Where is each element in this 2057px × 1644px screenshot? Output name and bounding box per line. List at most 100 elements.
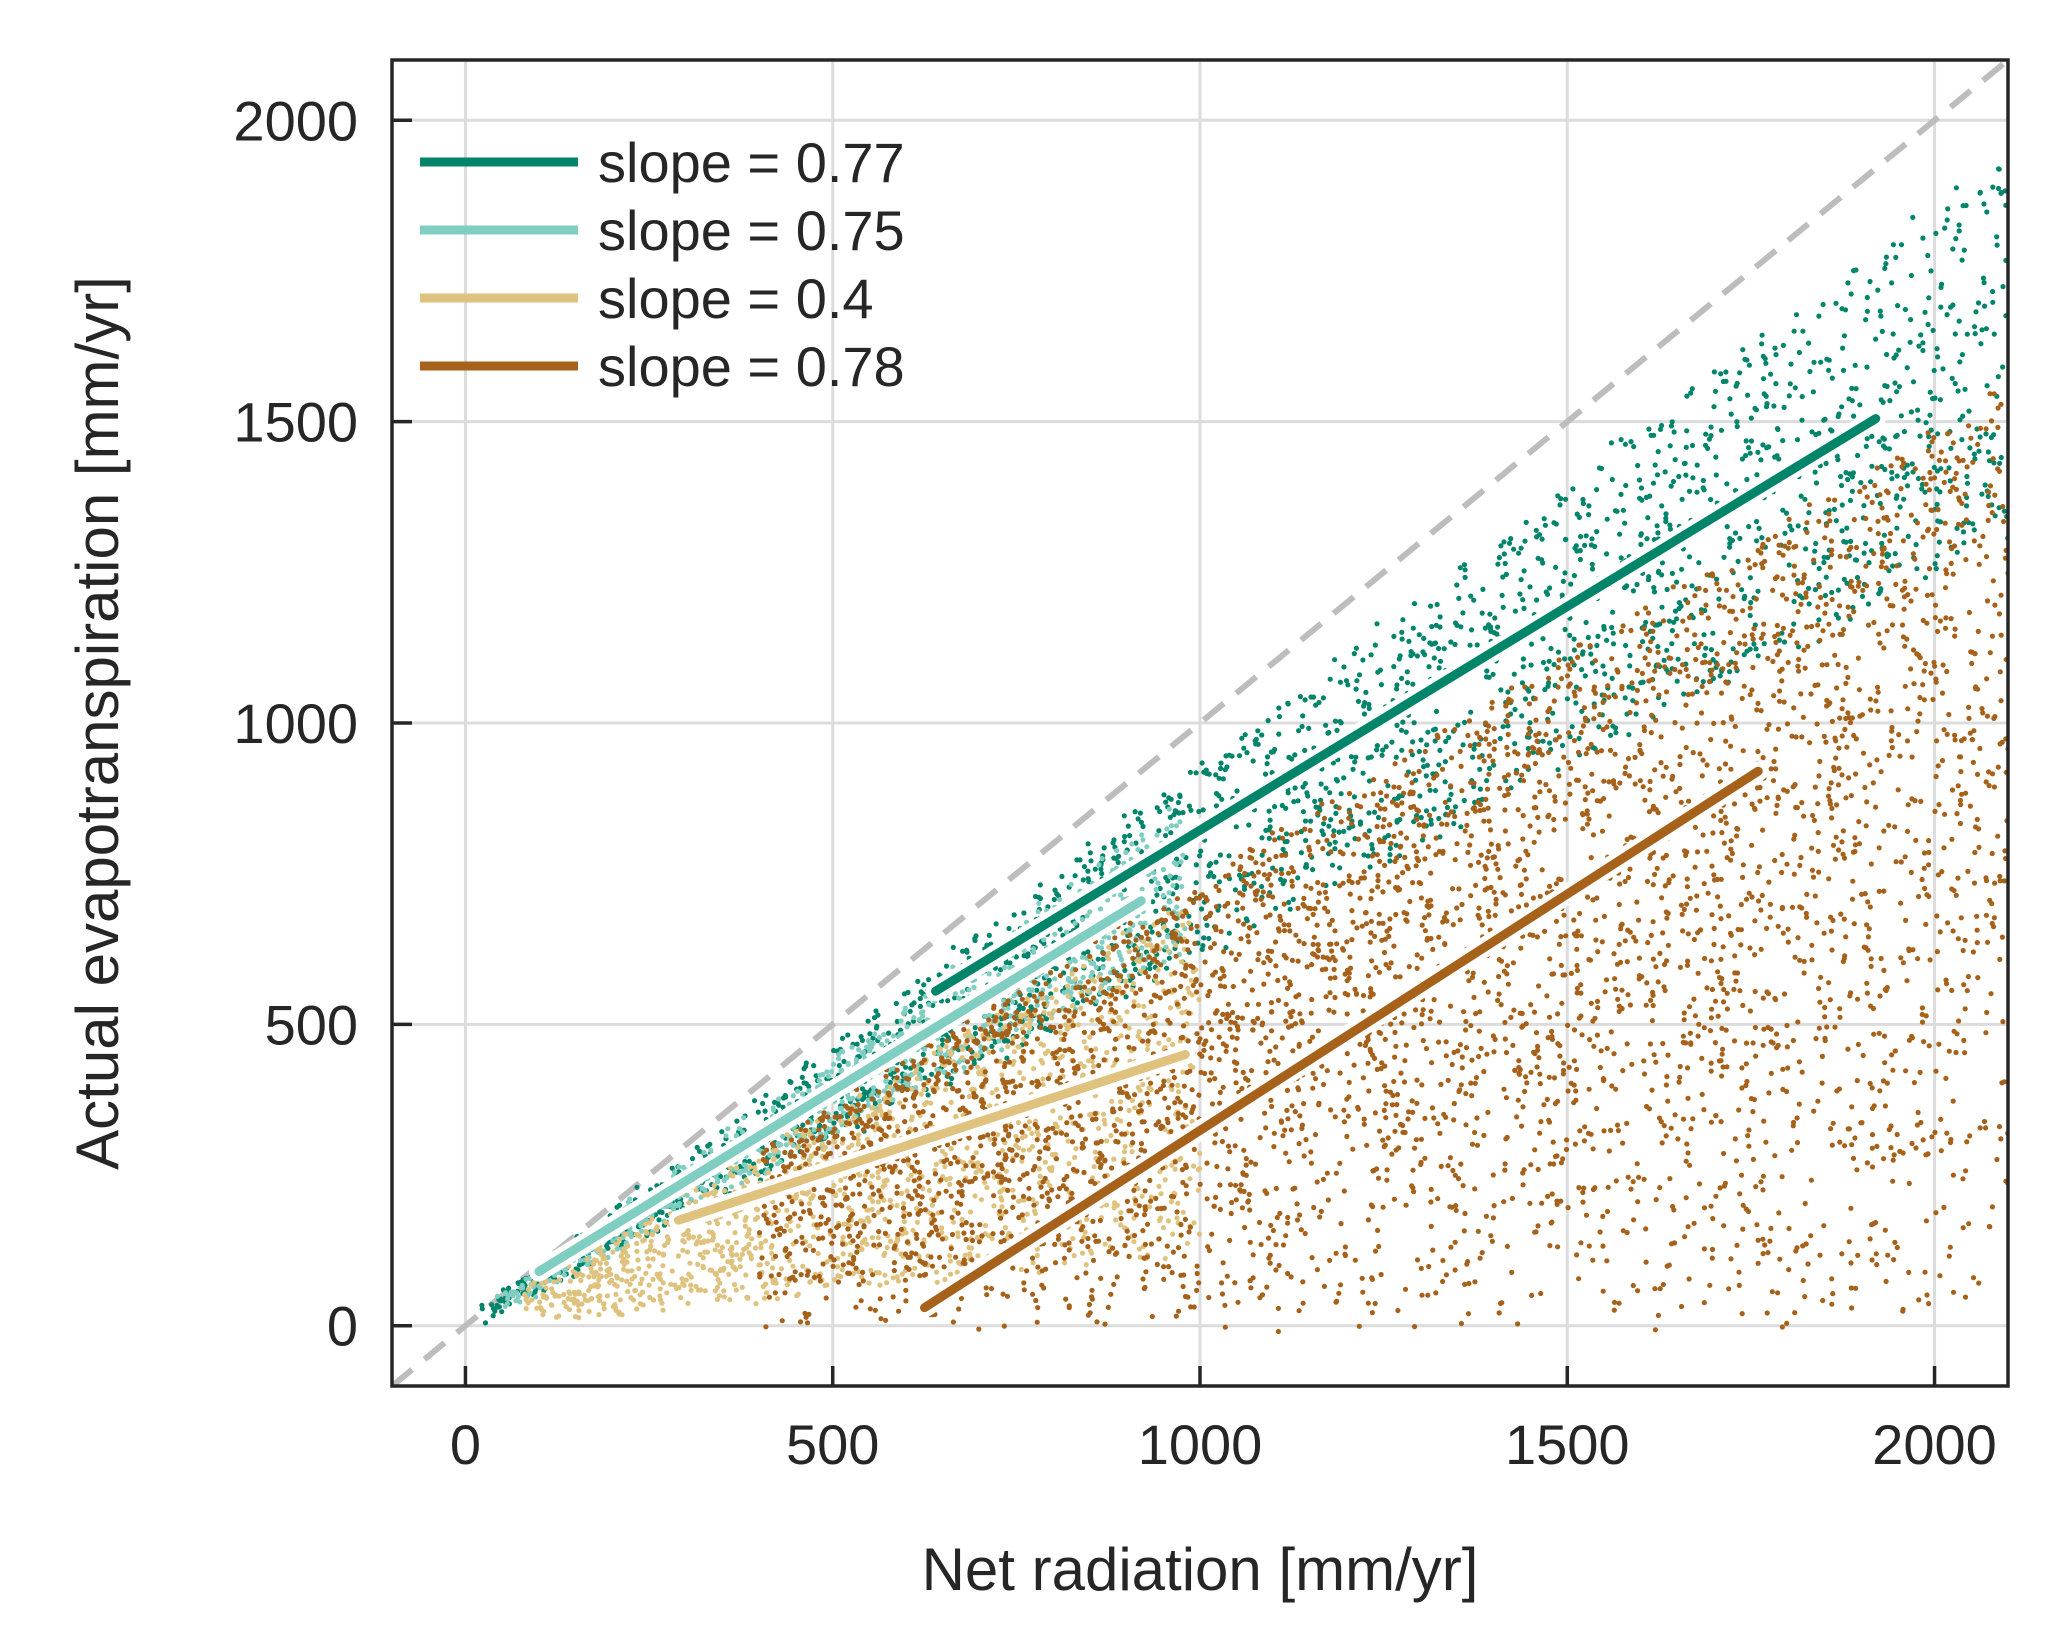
data-point xyxy=(1651,589,1658,595)
data-point xyxy=(1747,945,1753,951)
data-point xyxy=(926,1002,932,1008)
data-point xyxy=(1893,433,1899,440)
data-point xyxy=(1367,864,1373,870)
data-point xyxy=(707,1141,713,1147)
data-point xyxy=(877,1098,883,1104)
data-point xyxy=(997,1189,1003,1195)
data-point xyxy=(581,1292,587,1298)
data-point xyxy=(639,1228,645,1234)
data-point xyxy=(1669,628,1675,634)
data-point xyxy=(1933,566,1939,572)
data-point xyxy=(1508,1014,1514,1021)
data-point xyxy=(862,1089,868,1095)
data-point xyxy=(721,1265,727,1271)
data-point xyxy=(1461,562,1468,568)
data-point xyxy=(1850,470,1856,476)
data-point xyxy=(1701,632,1707,638)
data-point xyxy=(1278,866,1284,873)
data-point xyxy=(1701,1025,1707,1031)
data-point xyxy=(1669,419,1675,425)
data-point xyxy=(1462,574,1468,581)
data-point xyxy=(1010,1194,1017,1200)
data-point xyxy=(529,1297,535,1303)
data-point xyxy=(1178,1155,1184,1161)
data-point xyxy=(922,1101,928,1108)
data-point xyxy=(1079,993,1085,999)
data-point xyxy=(686,1271,692,1277)
data-point xyxy=(591,1274,597,1280)
data-point xyxy=(1177,792,1183,798)
data-point xyxy=(1404,835,1410,841)
data-point xyxy=(1216,793,1222,799)
data-point xyxy=(1029,1144,1036,1150)
data-point xyxy=(1895,303,1901,309)
data-point xyxy=(586,1287,592,1293)
data-point xyxy=(1017,1070,1023,1076)
data-point xyxy=(876,1035,883,1041)
data-point xyxy=(1379,752,1385,758)
data-point xyxy=(886,1124,892,1130)
data-point xyxy=(1191,1220,1197,1226)
data-point xyxy=(986,971,992,977)
data-point xyxy=(1118,1118,1124,1124)
data-point xyxy=(1047,1072,1053,1078)
data-point xyxy=(1193,880,1199,886)
data-point xyxy=(796,1133,803,1139)
data-point xyxy=(1369,842,1375,848)
data-point xyxy=(543,1285,549,1291)
data-point xyxy=(515,1280,521,1286)
data-point xyxy=(1079,954,1085,960)
data-point xyxy=(1399,747,1405,753)
data-point xyxy=(1416,632,1422,638)
data-point xyxy=(1505,689,1511,695)
data-point xyxy=(763,1092,769,1098)
data-point xyxy=(634,1184,640,1190)
data-point xyxy=(910,1227,916,1233)
data-point xyxy=(1596,465,1603,471)
data-point xyxy=(1953,185,1959,191)
data-point xyxy=(943,963,950,969)
data-point xyxy=(652,1248,658,1254)
data-point xyxy=(1177,819,1183,825)
data-point xyxy=(1877,587,1883,593)
data-point xyxy=(1734,419,1740,425)
data-point xyxy=(624,1278,630,1284)
data-point xyxy=(1375,814,1382,821)
data-point xyxy=(1180,852,1186,858)
data-point xyxy=(1704,762,1710,768)
data-point xyxy=(1047,1183,1053,1189)
data-point xyxy=(728,1184,735,1190)
data-point xyxy=(831,1182,837,1188)
data-point xyxy=(941,1069,947,1075)
data-point xyxy=(1920,235,1926,241)
data-point xyxy=(1562,816,1568,822)
data-point xyxy=(1643,494,1649,500)
data-point xyxy=(1520,597,1526,603)
data-point xyxy=(1057,1115,1063,1121)
data-point xyxy=(1571,647,1577,653)
data-point xyxy=(1875,287,1881,293)
data-point xyxy=(921,1237,927,1243)
data-point xyxy=(1310,1070,1316,1076)
data-point xyxy=(964,1145,970,1151)
data-point xyxy=(601,1301,607,1307)
data-point xyxy=(1295,798,1301,804)
data-point xyxy=(1430,727,1437,733)
data-point xyxy=(1418,737,1424,743)
data-point xyxy=(1512,706,1518,713)
data-point xyxy=(1213,803,1220,809)
data-point xyxy=(1111,1156,1117,1162)
data-point xyxy=(1027,992,1033,998)
data-point xyxy=(1360,657,1366,663)
data-point xyxy=(1727,669,1733,675)
data-point xyxy=(1742,593,1748,600)
data-point xyxy=(1696,560,1702,566)
data-point xyxy=(1158,1191,1164,1197)
data-point xyxy=(748,1256,755,1262)
data-point xyxy=(1948,445,1954,451)
data-point xyxy=(1553,564,1559,570)
data-point xyxy=(1988,434,1994,441)
data-point xyxy=(734,1118,740,1124)
data-point xyxy=(1604,516,1610,522)
data-point xyxy=(1576,735,1582,742)
